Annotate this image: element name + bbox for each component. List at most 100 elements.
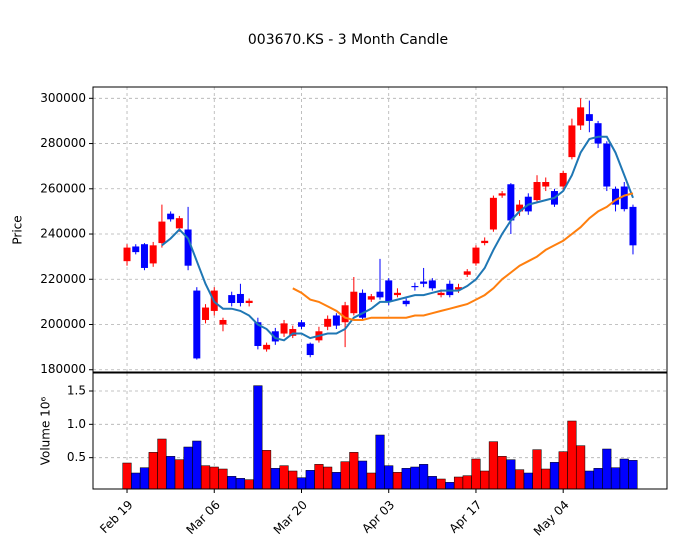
volume-bar <box>462 475 472 489</box>
y-tick-label: 220000 <box>40 272 86 286</box>
x-tick-label: Mar 20 <box>271 498 310 537</box>
candle-body <box>481 240 489 244</box>
volume-bar <box>270 468 280 489</box>
candle-body <box>280 323 288 334</box>
volume-bar <box>157 438 167 489</box>
volume-bar <box>131 472 141 489</box>
candle-body <box>132 246 140 253</box>
volume-bar <box>253 385 263 489</box>
volume-bar <box>584 470 594 489</box>
candle-body <box>455 287 463 290</box>
volume-bar <box>392 472 402 489</box>
volume-bar <box>349 452 359 489</box>
volume-bar <box>427 476 437 489</box>
volume-bar <box>244 479 254 489</box>
volume-bar <box>331 472 341 489</box>
candle-body <box>376 291 384 298</box>
chart-title: 003670.KS - 3 Month Candle <box>248 32 448 48</box>
volume-bar <box>305 470 315 489</box>
candle-body <box>603 143 611 187</box>
volume-bar <box>122 462 132 489</box>
volume-bar <box>497 456 507 489</box>
volume-bar <box>488 441 498 489</box>
candle-body <box>516 204 524 212</box>
volume-bar <box>323 466 333 489</box>
volume-bar <box>148 452 158 489</box>
y-tick-label: 180000 <box>40 362 86 376</box>
candle-body <box>289 329 297 336</box>
volume-bar <box>200 465 211 489</box>
candle-body <box>350 291 358 314</box>
candle-body <box>332 315 340 326</box>
volume-bar <box>532 449 542 489</box>
volume-bar <box>549 462 560 489</box>
candle-body <box>402 300 410 305</box>
volume-bar <box>541 468 551 489</box>
candle-body <box>123 247 131 262</box>
candle-body <box>167 213 175 220</box>
candle-body <box>184 229 192 266</box>
candle-body <box>341 305 349 323</box>
candle-body <box>219 319 227 325</box>
volume-bar <box>567 420 577 489</box>
candle-body <box>420 281 428 284</box>
candle-body <box>254 322 262 346</box>
volume-bar <box>384 465 394 489</box>
candle-body <box>306 343 314 356</box>
volume-bar <box>183 446 193 489</box>
volume-bar <box>445 482 455 489</box>
volume-bar <box>279 465 289 489</box>
volume-bar <box>192 440 202 489</box>
candle-body <box>385 280 393 302</box>
volume-bar <box>419 464 429 489</box>
candle-body <box>324 318 332 327</box>
candle-body <box>533 182 541 201</box>
volume-bar <box>139 467 150 489</box>
volume-bar <box>515 469 525 489</box>
volume-bar <box>314 464 324 489</box>
candle-body <box>498 193 506 196</box>
candle-body <box>489 197 497 230</box>
y-axis-label: Price <box>11 215 25 244</box>
candle-body <box>236 293 244 304</box>
candle-body <box>577 107 585 126</box>
candle-body <box>202 307 210 320</box>
y-tick-label: 280000 <box>40 136 86 150</box>
y-tick-label: 1.0 <box>67 417 86 431</box>
volume-bar <box>262 450 272 489</box>
y-tick-label: 240000 <box>40 227 86 241</box>
candle-body <box>472 247 480 264</box>
volume-bar <box>218 468 228 489</box>
candle-body <box>193 290 201 359</box>
candle-body <box>158 221 166 244</box>
candle-body <box>629 206 637 246</box>
volume-bar <box>610 467 621 489</box>
candle-body <box>271 331 279 342</box>
volume-bar <box>558 451 568 489</box>
y-tick-label: 300000 <box>40 91 86 105</box>
candle-body <box>359 292 367 318</box>
candle-body <box>594 123 602 144</box>
volume-bar <box>628 460 638 489</box>
price-plot <box>123 98 637 360</box>
volume-bar <box>366 472 376 489</box>
candle-body <box>245 300 253 304</box>
volume-bar <box>480 470 490 489</box>
volume-bar <box>209 466 219 489</box>
candle-body <box>367 296 375 300</box>
volume-bar <box>174 459 184 489</box>
volume-bar <box>602 448 612 489</box>
candle-body <box>446 283 454 296</box>
volume-bar <box>619 458 629 489</box>
candle-body <box>559 172 567 187</box>
volume-bar <box>453 476 464 489</box>
candle-body <box>411 286 419 288</box>
volume-plot <box>122 385 638 489</box>
volume-bar <box>340 461 350 489</box>
plot-frame <box>92 372 668 490</box>
volume-bar <box>296 477 307 489</box>
x-tick-label: Feb 19 <box>97 498 135 536</box>
volume-bar <box>288 470 298 489</box>
y-tick-label: 0.5 <box>67 450 86 464</box>
